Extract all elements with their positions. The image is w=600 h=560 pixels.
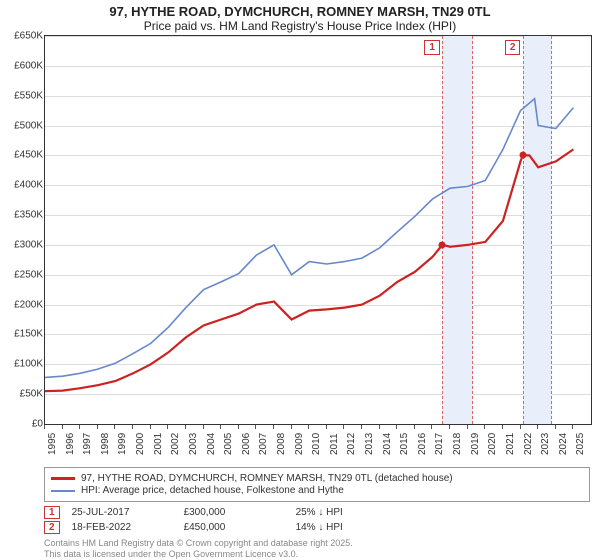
x-axis-label: 1999 <box>117 433 128 455</box>
x-axis-label: 2015 <box>399 433 410 455</box>
x-axis-label: 2022 <box>523 433 534 455</box>
x-axis-label: 2003 <box>188 433 199 455</box>
x-axis-label: 2019 <box>470 433 481 455</box>
y-axis-label: £450K <box>1 150 43 161</box>
legend-item: HPI: Average price, detached house, Folk… <box>51 485 583 496</box>
x-axis-label: 2012 <box>346 433 357 455</box>
attribution-text: Contains HM Land Registry data © Crown c… <box>44 538 590 560</box>
y-axis-label: £250K <box>1 269 43 280</box>
x-axis-label: 2006 <box>241 433 252 455</box>
y-axis-label: £400K <box>1 180 43 191</box>
y-axis-label: £350K <box>1 210 43 221</box>
x-axis-label: 2005 <box>223 433 234 455</box>
x-axis-label: 2011 <box>329 433 340 455</box>
event-price: £300,000 <box>184 507 284 518</box>
event-price: £450,000 <box>184 522 284 533</box>
sale-point <box>519 152 526 159</box>
event-date: 18-FEB-2022 <box>72 522 172 533</box>
chart-subtitle: Price paid vs. HM Land Registry's House … <box>0 19 600 33</box>
legend-item: 97, HYTHE ROAD, DYMCHURCH, ROMNEY MARSH,… <box>51 473 583 484</box>
y-axis-label: £600K <box>1 60 43 71</box>
x-axis-label: 2001 <box>153 433 164 455</box>
x-axis-label: 2021 <box>505 433 516 455</box>
x-axis-label: 2007 <box>258 433 269 455</box>
event-date: 25-JUL-2017 <box>72 507 172 518</box>
event-row: 1 25-JUL-2017 £300,000 25% ↓ HPI <box>44 506 590 519</box>
x-axis-label: 1998 <box>100 433 111 455</box>
y-axis-label: £150K <box>1 329 43 340</box>
x-axis-label: 2024 <box>558 433 569 455</box>
y-axis-label: £100K <box>1 359 43 370</box>
x-axis-label: 1996 <box>65 433 76 455</box>
series-line-price_paid <box>45 149 573 391</box>
y-axis-label: £500K <box>1 120 43 131</box>
x-axis-label: 2002 <box>170 433 181 455</box>
x-axis-label: 2025 <box>575 433 586 455</box>
x-axis-labels: 1995 1996 1997 1998 1999 2000 2001 2002 2003 2004… <box>44 425 592 461</box>
y-axis-label: £0 <box>1 419 43 430</box>
y-axis-label: £550K <box>1 90 43 101</box>
x-axis-label: 2014 <box>382 433 393 455</box>
event-delta: 14% ↓ HPI <box>296 522 396 533</box>
chart-title: 97, HYTHE ROAD, DYMCHURCH, ROMNEY MARSH,… <box>0 4 600 19</box>
chart-plot-area: 12 £0£50K£100K£150K£200K£250K£300K£350K£… <box>44 35 592 425</box>
x-axis-label: 2009 <box>294 433 305 455</box>
y-axis-label: £650K <box>1 31 43 42</box>
y-axis-label: £300K <box>1 239 43 250</box>
event-tag: 1 <box>44 506 60 519</box>
sale-events-table: 1 25-JUL-2017 £300,000 25% ↓ HPI 2 18-FEB-202… <box>44 506 590 534</box>
series-line-hpi <box>45 99 573 378</box>
sale-point <box>439 241 446 248</box>
x-axis-label: 2023 <box>540 433 551 455</box>
y-axis-label: £200K <box>1 299 43 310</box>
x-axis-label: 2017 <box>434 433 445 455</box>
x-axis-label: 2013 <box>364 433 375 455</box>
x-axis-label: 2008 <box>276 433 287 455</box>
x-axis-label: 2004 <box>206 433 217 455</box>
x-axis-label: 2016 <box>417 433 428 455</box>
event-tag: 2 <box>44 521 60 534</box>
x-axis-label: 2018 <box>452 433 463 455</box>
x-axis-label: 2020 <box>487 433 498 455</box>
y-axis-label: £50K <box>1 389 43 400</box>
legend: 97, HYTHE ROAD, DYMCHURCH, ROMNEY MARSH,… <box>44 467 590 502</box>
x-axis-label: 2010 <box>311 433 322 455</box>
event-row: 2 18-FEB-2022 £450,000 14% ↓ HPI <box>44 521 590 534</box>
x-axis-label: 1997 <box>82 433 93 455</box>
x-axis-label: 2000 <box>135 433 146 455</box>
x-axis-label: 1995 <box>47 433 58 455</box>
event-delta: 25% ↓ HPI <box>296 507 396 518</box>
